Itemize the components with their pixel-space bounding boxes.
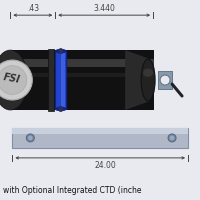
Ellipse shape [55, 107, 66, 111]
FancyBboxPatch shape [48, 49, 54, 111]
Ellipse shape [143, 69, 153, 77]
Circle shape [58, 49, 63, 54]
Circle shape [168, 134, 176, 142]
Polygon shape [125, 50, 150, 110]
Text: 3.440: 3.440 [93, 4, 115, 13]
Text: FSI: FSI [2, 73, 21, 85]
Circle shape [26, 134, 34, 142]
FancyBboxPatch shape [61, 53, 65, 107]
Ellipse shape [0, 62, 25, 80]
Ellipse shape [0, 50, 28, 110]
Circle shape [0, 66, 27, 94]
FancyBboxPatch shape [12, 50, 154, 110]
FancyBboxPatch shape [12, 73, 154, 77]
Circle shape [0, 60, 32, 100]
FancyBboxPatch shape [158, 71, 172, 89]
Ellipse shape [141, 59, 155, 101]
FancyBboxPatch shape [55, 51, 66, 109]
Circle shape [160, 75, 170, 85]
Circle shape [170, 136, 174, 140]
FancyBboxPatch shape [12, 59, 154, 67]
Text: with Optional Integrated CTD (inche: with Optional Integrated CTD (inche [3, 186, 142, 195]
FancyBboxPatch shape [12, 128, 188, 148]
Text: .43: .43 [27, 4, 39, 13]
Ellipse shape [55, 49, 66, 53]
Circle shape [58, 106, 63, 111]
Circle shape [28, 136, 33, 140]
Text: 24.00: 24.00 [94, 161, 116, 170]
FancyBboxPatch shape [12, 128, 188, 134]
